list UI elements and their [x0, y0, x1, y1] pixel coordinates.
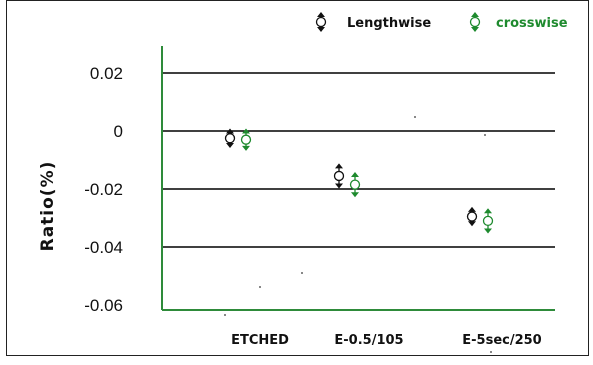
legend-marker	[469, 12, 481, 32]
data-point	[466, 206, 478, 227]
y-tick-label: -0.04	[84, 238, 123, 257]
legend-label: crosswise	[496, 16, 568, 31]
y-tick-label: 0	[114, 122, 123, 141]
x-category-label: E-0.5/105	[334, 333, 403, 348]
data-points	[224, 128, 494, 234]
data-point	[240, 128, 252, 151]
y-tick-label: 0.02	[90, 64, 123, 83]
data-point	[333, 163, 345, 189]
data-point	[224, 128, 236, 148]
chart-frame: 0.02 0 -0.02 -0.04 -0.06 ETCHED E-0.5/105 E-5s…	[6, 0, 589, 356]
y-tick-label: -0.06	[84, 296, 123, 315]
ratio-chart: 0.02 0 -0.02 -0.04 -0.06 ETCHED E-0.5/105 E-5s…	[38, 12, 568, 353]
y-tick-label: -0.02	[84, 180, 123, 199]
y-axis-label: Ratio(%)	[38, 161, 58, 252]
x-category-label: ETCHED	[231, 333, 289, 348]
legend-marker	[315, 12, 327, 32]
data-point	[349, 172, 361, 198]
gridlines	[162, 72, 555, 248]
category-labels: ETCHED E-0.5/105 E-5sec/250	[231, 333, 542, 348]
data-point	[482, 208, 494, 234]
y-tick-labels: 0.02 0 -0.02 -0.04 -0.06	[84, 64, 123, 315]
legend: Lengthwise crosswise	[315, 12, 568, 32]
noise-specks	[224, 116, 492, 353]
x-category-label: E-5sec/250	[462, 333, 541, 348]
legend-label: Lengthwise	[347, 16, 431, 31]
